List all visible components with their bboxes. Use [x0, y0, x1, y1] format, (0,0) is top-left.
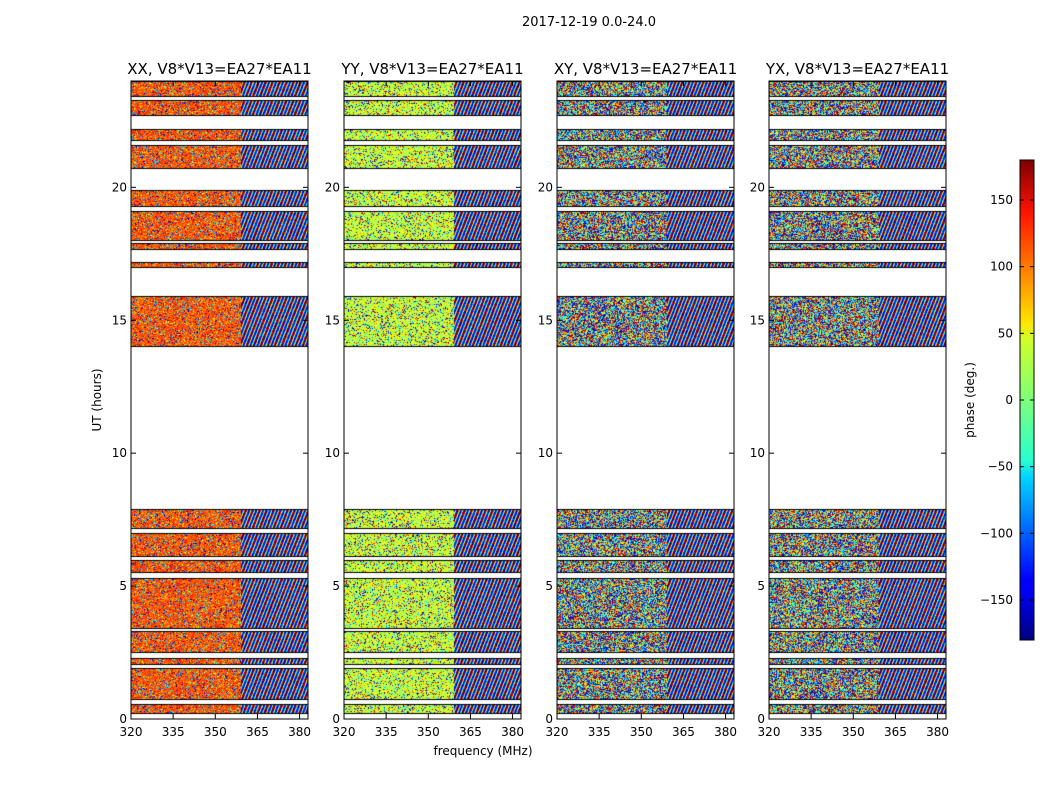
panel-frame: [768, 80, 947, 720]
y-tick-label: 20: [750, 180, 765, 194]
panel-frame: [343, 80, 522, 720]
y-tick-label: 5: [757, 579, 765, 593]
panel-2: YY, V8*V13=EA27*EA11 320 335 350 365 380 0 5 10 1…: [325, 60, 524, 739]
y-tick-label: 0: [757, 712, 765, 726]
y-tick-label: 5: [332, 579, 340, 593]
y-tick-label: 10: [538, 446, 553, 460]
panel-title: YX, V8*V13=EA27*EA11: [765, 60, 949, 78]
x-tick-label: 320: [333, 725, 356, 739]
heatmap-4: [769, 81, 946, 719]
y-tick-label: 15: [325, 313, 340, 327]
x-tick-label: 380: [714, 725, 737, 739]
panel-title: YY, V8*V13=EA27*EA11: [340, 60, 523, 78]
x-tick-label: 350: [630, 725, 653, 739]
heatmap-2: [344, 81, 521, 719]
y-tick-label: 20: [112, 180, 127, 194]
x-tick-label: 350: [842, 725, 865, 739]
colorbar-label: phase (deg.): [963, 362, 977, 438]
x-tick-label: 365: [459, 725, 482, 739]
colorbar-ticks: −150 −100 −50 0 50 100 150: [980, 193, 1034, 607]
y-tick-label: 15: [112, 313, 127, 327]
colorbar-tick-label: −150: [980, 593, 1013, 607]
x-tick-label: 365: [672, 725, 695, 739]
panel-1: XX, V8*V13=EA27*EA11 320 335 350 365 380 0 5 10 1…: [112, 60, 312, 739]
y-tick-label: 0: [545, 712, 553, 726]
figure-suptitle: 2017-12-19 0.0-24.0: [522, 15, 656, 30]
y-tick-label: 15: [538, 313, 553, 327]
x-tick-label: 320: [120, 725, 143, 739]
y-tick-label: 5: [545, 579, 553, 593]
panel-4: YX, V8*V13=EA27*EA11 320 335 350 365 380 0 5 10 1…: [750, 60, 949, 739]
x-tick-label: 320: [546, 725, 569, 739]
x-tick-label: 335: [588, 725, 611, 739]
panel-title: XY, V8*V13=EA27*EA11: [554, 60, 737, 78]
x-axis-label: frequency (MHz): [433, 744, 532, 758]
y-tick-label: 0: [332, 712, 340, 726]
x-tick-label: 335: [162, 725, 185, 739]
colorbar-tick-label: 50: [998, 326, 1013, 340]
x-tick-label: 365: [884, 725, 907, 739]
panels-group: XX, V8*V13=EA27*EA11 320 335 350 365 380 0 5 10 1…: [112, 60, 949, 739]
y-tick-label: 10: [750, 446, 765, 460]
heatmap-3: [557, 81, 734, 719]
y-tick-label: 15: [750, 313, 765, 327]
x-tick-label: 335: [800, 725, 823, 739]
panel-title: XX, V8*V13=EA27*EA11: [127, 60, 311, 78]
x-tick-label: 335: [375, 725, 398, 739]
colorbar: −150 −100 −50 0 50 100 150 phase (deg.): [963, 159, 1035, 641]
y-tick-label: 10: [112, 446, 127, 460]
panel-3: XY, V8*V13=EA27*EA11 320 335 350 365 380 0 5 10 1…: [538, 60, 737, 739]
x-tick-label: 380: [288, 725, 311, 739]
x-tick-label: 350: [204, 725, 227, 739]
y-tick-label: 20: [325, 180, 340, 194]
colorbar-tick-label: −50: [988, 460, 1013, 474]
colorbar-tick-label: 0: [1005, 393, 1013, 407]
panel-frame: [556, 80, 735, 720]
y-tick-label: 10: [325, 446, 340, 460]
panel-frame: [130, 80, 309, 720]
x-tick-label: 350: [417, 725, 440, 739]
x-tick-label: 365: [246, 725, 269, 739]
colorbar-tick-label: −100: [980, 526, 1013, 540]
y-tick-label: 5: [119, 579, 127, 593]
y-tick-label: 0: [119, 712, 127, 726]
colorbar-tick-label: 100: [990, 260, 1013, 274]
y-axis-label: UT (hours): [90, 368, 104, 431]
x-tick-label: 320: [758, 725, 781, 739]
heatmap-1: [131, 81, 308, 719]
colorbar-tick-label: 150: [990, 193, 1013, 207]
x-tick-label: 380: [926, 725, 949, 739]
y-tick-label: 20: [538, 180, 553, 194]
x-tick-label: 380: [501, 725, 524, 739]
